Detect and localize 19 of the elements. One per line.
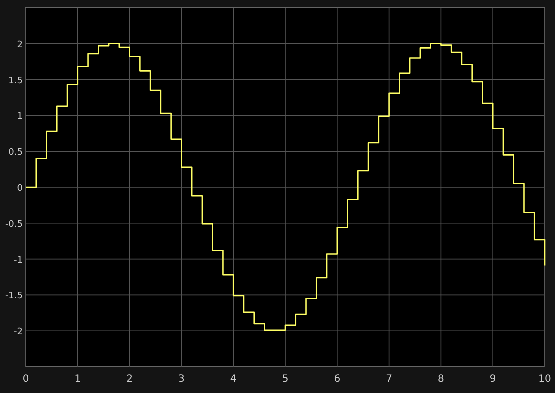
y-tick-label: 2 xyxy=(17,40,23,50)
y-tick-label: 1.5 xyxy=(8,76,23,86)
y-tick-label: -0.5 xyxy=(5,220,23,230)
x-tick-label: 1 xyxy=(74,374,82,385)
y-tick-label: 0 xyxy=(17,184,24,194)
x-tick-label: 6 xyxy=(334,374,341,385)
x-tick-label: 9 xyxy=(490,374,496,385)
y-tick-label: -1.5 xyxy=(5,292,23,302)
x-tick-label: 4 xyxy=(230,374,237,385)
x-tick-label: 3 xyxy=(178,374,185,385)
x-tick-label: 8 xyxy=(438,374,444,385)
x-tick-label: 2 xyxy=(126,374,133,385)
y-tick-label: -2 xyxy=(14,328,23,338)
y-tick-label: -1 xyxy=(14,256,23,266)
x-tick-label: 10 xyxy=(538,374,552,385)
x-tick-label: 5 xyxy=(282,374,289,385)
x-tick-label: 7 xyxy=(386,374,392,385)
y-tick-label: 1 xyxy=(17,112,23,122)
y-tick-label: 0.5 xyxy=(8,148,23,158)
